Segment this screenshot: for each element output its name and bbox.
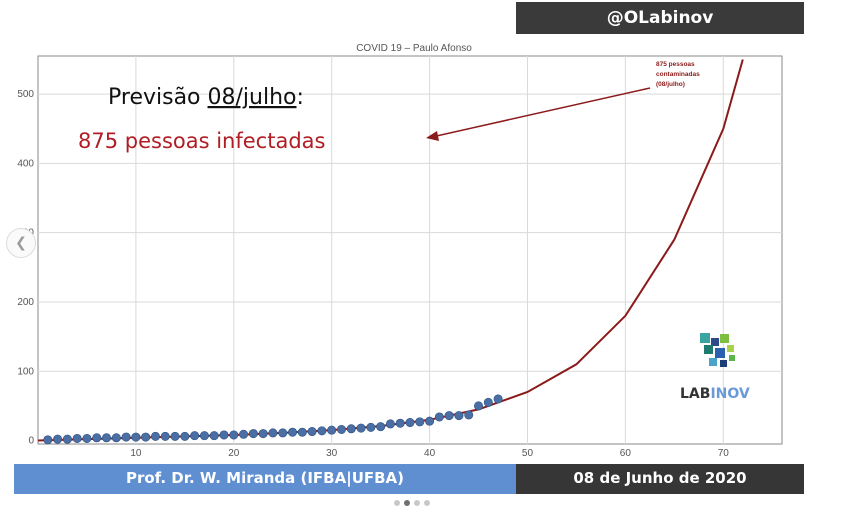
y-tick-label: 100 [17, 366, 34, 377]
data-point [82, 433, 92, 443]
data-point [356, 423, 366, 433]
data-point [297, 427, 307, 437]
footer-date: 08 de Junho de 2020 [573, 469, 747, 487]
heading-date: 08/julho [208, 85, 297, 110]
x-axis: 10 20 30 40 50 60 70 [130, 448, 729, 459]
x-tick-label: 70 [718, 448, 730, 459]
data-point [434, 412, 444, 422]
annotation-note-line-2: contaminadas [656, 71, 700, 78]
y-tick-label: 200 [17, 297, 34, 308]
carousel-dot-active[interactable] [404, 500, 410, 506]
carousel-dots [394, 491, 434, 510]
data-point [111, 433, 121, 443]
data-point [483, 397, 493, 407]
annotation-arrowhead [426, 131, 439, 141]
logo-text-inov: INOV [710, 386, 749, 402]
chart-title: COVID 19 – Paulo Afonso [356, 43, 472, 54]
footer-author: Prof. Dr. W. Miranda (IFBA|UFBA) [125, 469, 405, 487]
y-tick-label: 500 [17, 89, 34, 100]
carousel-dot[interactable] [414, 500, 420, 506]
data-point [258, 429, 268, 439]
data-point [395, 418, 405, 428]
data-point [444, 411, 454, 421]
data-point [317, 426, 327, 436]
data-point [376, 422, 386, 432]
data-point [62, 434, 72, 444]
data-point [209, 431, 219, 441]
heading-suffix: : [297, 85, 304, 110]
data-point [190, 431, 200, 441]
data-point [327, 425, 337, 435]
data-point [121, 432, 131, 442]
x-tick-label: 50 [522, 448, 534, 459]
y-tick-label: 0 [28, 436, 34, 447]
data-point [219, 430, 229, 440]
annotation-note-line-3: (08/julho) [656, 81, 685, 88]
x-tick-label: 40 [424, 448, 436, 459]
grid [38, 56, 782, 444]
data-point [307, 427, 317, 437]
data-point [150, 431, 160, 441]
data-point [53, 434, 63, 444]
x-tick-label: 10 [130, 448, 142, 459]
data-point [346, 424, 356, 434]
data-point [493, 394, 503, 404]
annotation-note-line-1: 875 pessoas [656, 61, 695, 68]
data-point [425, 416, 435, 426]
x-tick-label: 20 [228, 448, 240, 459]
heading-prefix: Previsão [108, 85, 208, 110]
footer-author-banner: Prof. Dr. W. Miranda (IFBA|UFBA) [14, 464, 516, 494]
footer-date-banner: 08 de Junho de 2020 [516, 464, 804, 494]
data-point [278, 428, 288, 438]
previous-slide-button[interactable]: ❮ [6, 228, 36, 258]
data-point [366, 422, 376, 432]
annotation-arrow [431, 87, 651, 138]
data-point [405, 418, 415, 428]
data-point [43, 435, 53, 445]
prediction-heading: Previsão 08/julho: [108, 85, 304, 110]
labinov-logo: LABINOV [680, 333, 750, 402]
data-point [268, 428, 278, 438]
x-tick-label: 30 [326, 448, 338, 459]
data-point [248, 429, 258, 439]
data-point [199, 431, 209, 441]
handle-text: @OLabinov [606, 8, 714, 28]
y-axis: 1002003004005000 [17, 89, 34, 446]
data-point [160, 431, 170, 441]
observed-points [43, 394, 503, 445]
fit-curve [37, 59, 744, 442]
data-point [474, 401, 484, 411]
prediction-value: 875 pessoas infectadas [78, 129, 325, 153]
carousel-dot[interactable] [424, 500, 430, 506]
logo-text-lab: LAB [680, 386, 710, 402]
data-point [180, 431, 190, 441]
y-tick-label: 400 [17, 158, 34, 169]
data-point [131, 432, 141, 442]
data-point [102, 433, 112, 443]
x-tick-label: 60 [620, 448, 632, 459]
plot-frame [37, 55, 783, 445]
data-point [141, 432, 151, 442]
svg-text:LABINOV: LABINOV [680, 386, 750, 402]
data-point [336, 424, 346, 434]
data-point [464, 410, 474, 420]
data-point [415, 417, 425, 427]
data-point [170, 431, 180, 441]
handle-banner: @OLabinov [516, 2, 804, 34]
data-point [229, 430, 239, 440]
carousel-dot[interactable] [394, 500, 400, 506]
data-point [72, 433, 82, 443]
data-point [454, 411, 464, 421]
data-point [288, 427, 298, 437]
data-point [239, 429, 249, 439]
chevron-left-icon: ❮ [15, 235, 27, 251]
data-point [92, 433, 102, 443]
data-point [385, 419, 395, 429]
